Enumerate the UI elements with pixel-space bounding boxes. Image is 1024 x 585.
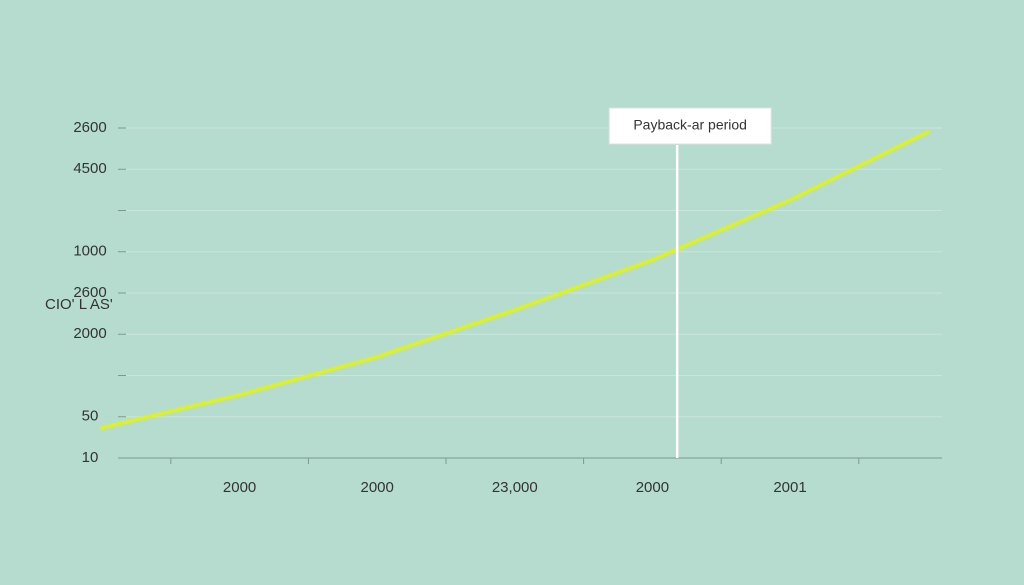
y-tick-label: 2600 (73, 284, 106, 301)
y-tick-label: 4500 (73, 160, 106, 177)
annotation-box (608, 107, 772, 145)
annotation-label: Payback-ar period (633, 117, 747, 133)
y-axis-label: CIO' L AS' (45, 296, 113, 313)
y-tick-label: 2000 (73, 325, 106, 342)
y-tick-label: 1000 (73, 243, 106, 260)
x-tick-label: 2000 (223, 479, 256, 496)
line (100, 130, 930, 430)
x-tick-label: 2001 (773, 479, 806, 496)
x-tick-label: 23,000 (492, 479, 538, 496)
x-tick-label: 2000 (361, 479, 394, 496)
y-tick-label: 2600 (73, 119, 106, 136)
x-tick-label: 2000 (636, 479, 669, 496)
y-tick-label: 50 (82, 408, 99, 425)
y-tick-label: 10 (82, 449, 99, 466)
